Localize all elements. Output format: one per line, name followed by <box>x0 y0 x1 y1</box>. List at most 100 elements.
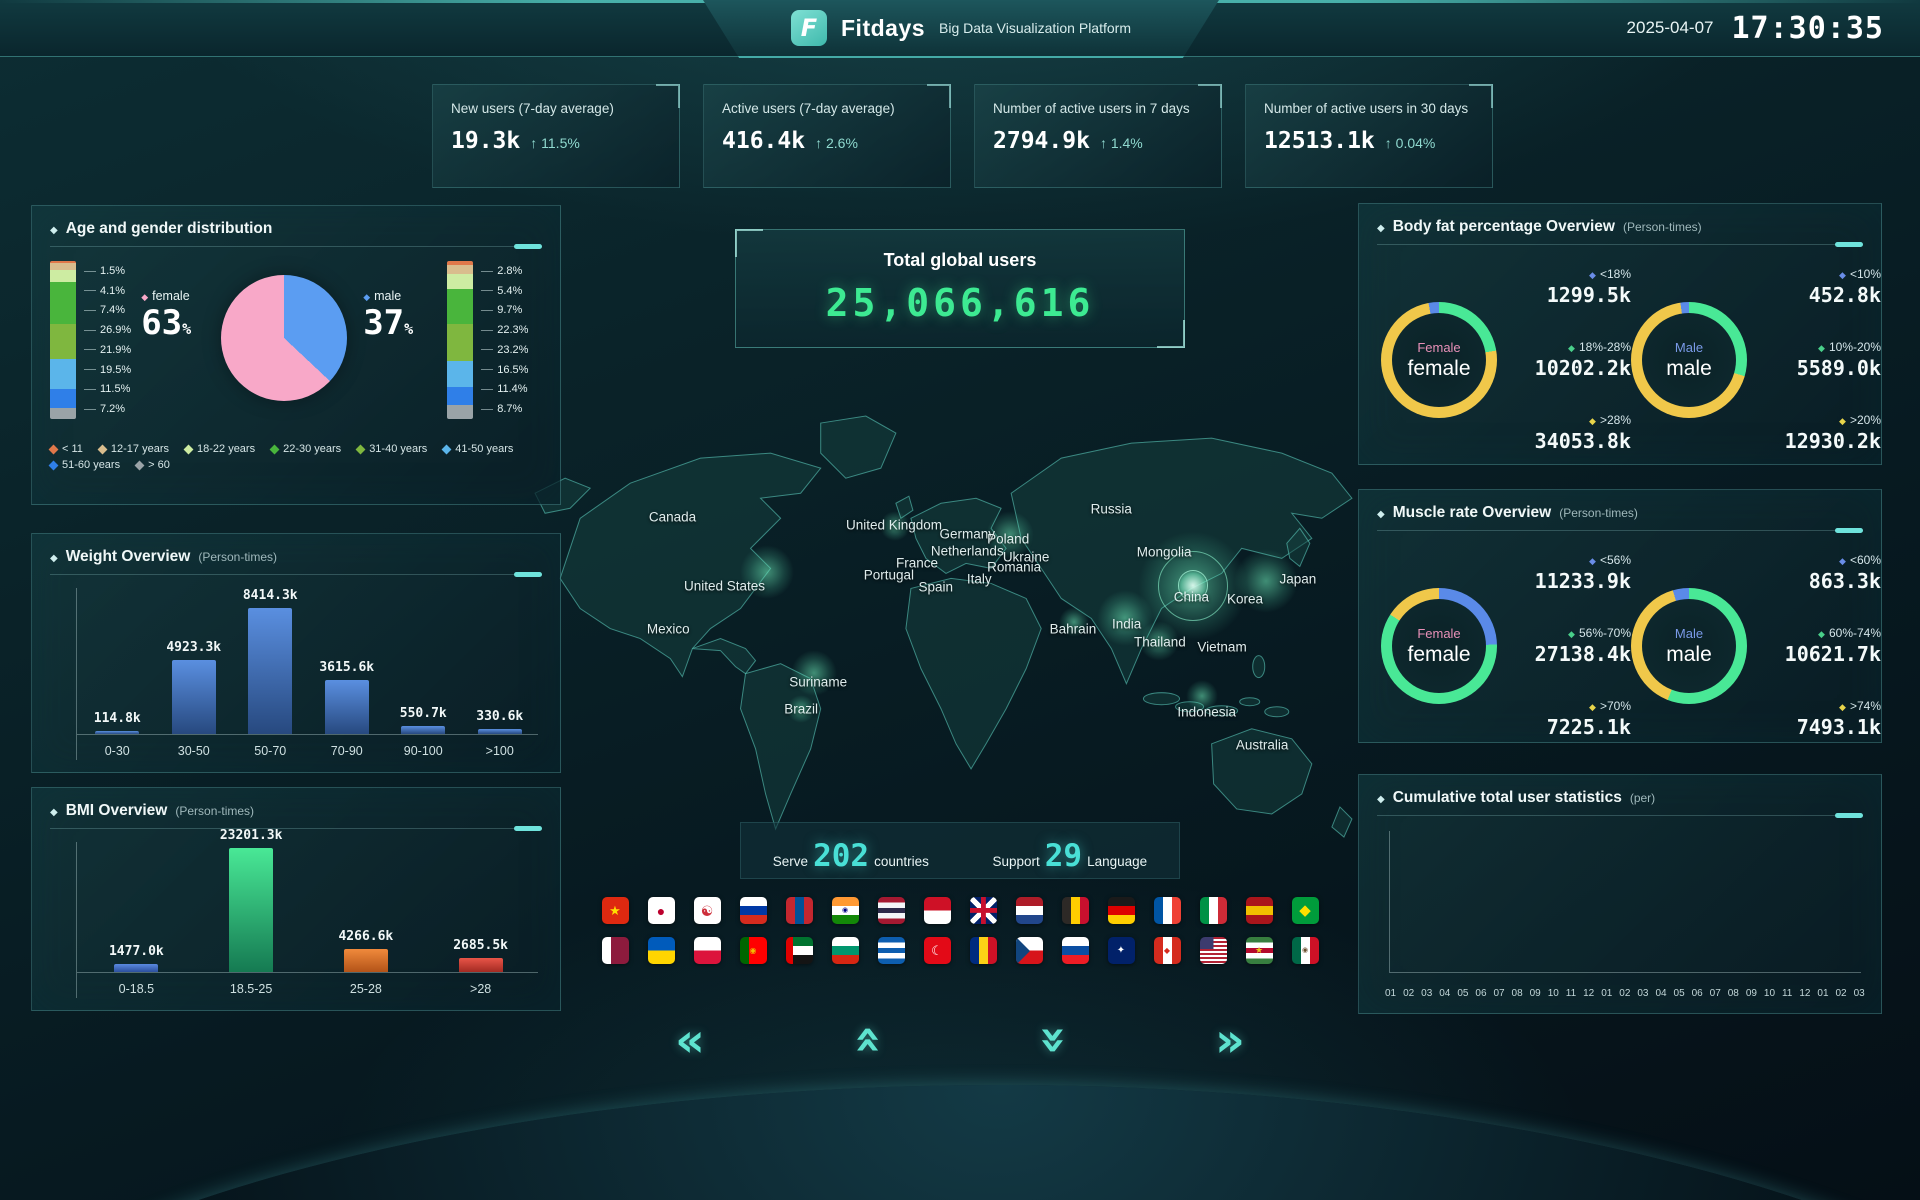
brand: F Fitdays Big Data Visualization Platfor… <box>703 0 1219 58</box>
age-chart: 1.5% 4.1% 7.4% 26.9% 21.9% 19.5% 11.5% 7.2% ◆ fe… <box>50 261 542 437</box>
age-value-label: 9.7% <box>481 304 528 316</box>
accent-dash <box>1835 813 1863 818</box>
age-value-label: 4.1% <box>84 285 131 297</box>
bar-category: 30-50 <box>177 744 210 758</box>
range-text: >74% <box>1849 699 1881 713</box>
stat-diamond-icon: ◆ <box>1818 629 1825 639</box>
stat-diamond-icon: ◆ <box>1839 702 1846 712</box>
stat-card-line: 2794.9k ↑ 1.4% <box>993 128 1203 154</box>
legend-diamond-icon <box>355 444 366 454</box>
age-value-label: 23.2% <box>481 344 528 356</box>
flag-emblem-icon: ◉ <box>1301 947 1309 954</box>
female-label: ◆ female <box>141 289 190 303</box>
serve-support-bar: Serve 202 countries Support 29 Language <box>740 822 1180 879</box>
stat-diamond-icon: ◆ <box>1589 270 1596 280</box>
bar <box>114 964 159 972</box>
map-label-netherlands: Netherlands <box>930 543 1004 558</box>
map-hotspot-glow <box>1233 549 1298 614</box>
flag-greece <box>877 937 905 964</box>
pan-down-button[interactable]: « <box>1022 1010 1078 1070</box>
donut-stat-range: ◆ 10%-20% <box>1763 340 1881 354</box>
cumulative-panel: ◆ Cumulative total user statistics (per)… <box>1358 774 1882 1014</box>
legend-item: < 11 <box>48 443 83 455</box>
range-text: 60%-74% <box>1828 626 1881 640</box>
stat-card-delta: ↑ 1.4% <box>1099 135 1143 151</box>
date-text: 2025-04-07 <box>1626 18 1714 37</box>
bar <box>248 608 293 734</box>
donut-stat-range: ◆ <56% <box>1513 553 1631 567</box>
flag-emblem-icon: ✦ <box>1116 944 1126 956</box>
app-name: Fitdays <box>841 14 926 41</box>
bar-value: 3615.6k <box>319 659 375 675</box>
bar-category: 0-30 <box>104 744 130 758</box>
x-axis-label: 01 <box>1601 988 1613 999</box>
bar <box>95 731 140 734</box>
map-label-germany: Germany <box>939 526 996 542</box>
cumulative-chart-area <box>1389 831 1861 973</box>
x-axis-label: 04 <box>1439 988 1451 999</box>
bar-column: 3615.6k <box>309 660 386 734</box>
stat-card-2: Number of active users in 7 days 2794.9k ↑… <box>974 84 1222 188</box>
map-label-japan: Japan <box>1279 571 1317 587</box>
male-label: ◆ male <box>363 289 402 303</box>
x-axis-label: 10 <box>1547 988 1559 999</box>
age-segment <box>447 361 474 388</box>
legend-item: 12-17 years <box>97 443 169 455</box>
flag-emblem-icon: ● <box>656 902 666 919</box>
donut-stat-range: ◆ <60% <box>1763 553 1881 567</box>
donut-stat-value: 10621.7k <box>1784 642 1881 666</box>
x-axis-label: 11 <box>1781 988 1793 999</box>
panel-unit: (Person-times) <box>1559 506 1638 520</box>
age-value-label: 22.3% <box>481 324 528 336</box>
age-segment <box>50 358 76 390</box>
donut-stat-value: 7493.1k <box>1796 715 1881 739</box>
legend-diamond-icon <box>97 444 108 454</box>
x-axis-label: 04 <box>1655 988 1667 999</box>
support-language: Support 29 Language <box>992 841 1147 872</box>
stat-diamond-icon: ◆ <box>1839 556 1846 566</box>
bar-column: 2685.5k <box>423 938 538 972</box>
panel-title: BMI Overview <box>65 802 168 819</box>
flag-india: ◉ <box>831 897 859 924</box>
ring-top-label: Male <box>1674 625 1704 641</box>
donut-stat-range: ◆ 56%-70% <box>1513 626 1631 640</box>
gender-pie-chart <box>221 275 348 401</box>
diamond-icon: ◆ <box>1377 794 1385 805</box>
pan-right-button[interactable]: » <box>1200 1012 1260 1068</box>
stat-card-delta: ↑ 11.5% <box>530 135 580 151</box>
donut-stat: ◆ <60% 863.3k <box>1763 553 1881 593</box>
donut-stat: ◆ <56% 11233.9k <box>1513 553 1631 593</box>
age-segment <box>447 261 474 266</box>
bar-value: 330.6k <box>476 709 524 725</box>
x-axis-label: 06 <box>1475 988 1487 999</box>
pan-up-button[interactable]: « <box>842 1010 898 1070</box>
ring-hole <box>1392 599 1486 693</box>
bar <box>171 660 216 734</box>
x-axis-label: 06 <box>1691 988 1703 999</box>
x-axis-label: 02 <box>1619 988 1631 999</box>
legend-label: 12-17 years <box>110 443 169 455</box>
ring-label: Male male <box>1631 588 1747 704</box>
bar-value: 1477.0k <box>108 944 164 960</box>
panel-head: ◆ Weight Overview (Person-times) <box>50 548 542 566</box>
flag-brazil: ◆ <box>1291 897 1319 924</box>
flag-czech-republic <box>1015 937 1043 964</box>
bar-category: 50-70 <box>254 744 287 758</box>
legend-diamond-icon <box>134 460 145 470</box>
x-axis-label: 07 <box>1493 988 1505 999</box>
donut-stat-range: ◆ >20% <box>1763 413 1881 427</box>
bar <box>343 949 388 972</box>
donut-stat-range: ◆ <18% <box>1513 267 1631 281</box>
legend-label: 31-40 years <box>369 443 428 455</box>
stat-diamond-icon: ◆ <box>1589 416 1596 426</box>
body-fat-panel: ◆ Body fat percentage Overview (Person-t… <box>1358 203 1882 465</box>
x-axis-label: 05 <box>1457 988 1469 999</box>
muscle-male-ring: Male male <box>1631 588 1747 704</box>
legend-item: > 60 <box>134 459 170 471</box>
map-label-thailand: Thailand <box>1133 634 1186 650</box>
donut-stat: ◆ >74% 7493.1k <box>1763 699 1881 739</box>
pan-left-button[interactable]: « <box>660 1012 720 1068</box>
flag-row-2: ◉ ☾ ✦ ◆ ★ ◉ <box>560 937 1360 964</box>
map-hotspot-glow <box>787 695 816 724</box>
x-axis-label: 07 <box>1709 988 1721 999</box>
